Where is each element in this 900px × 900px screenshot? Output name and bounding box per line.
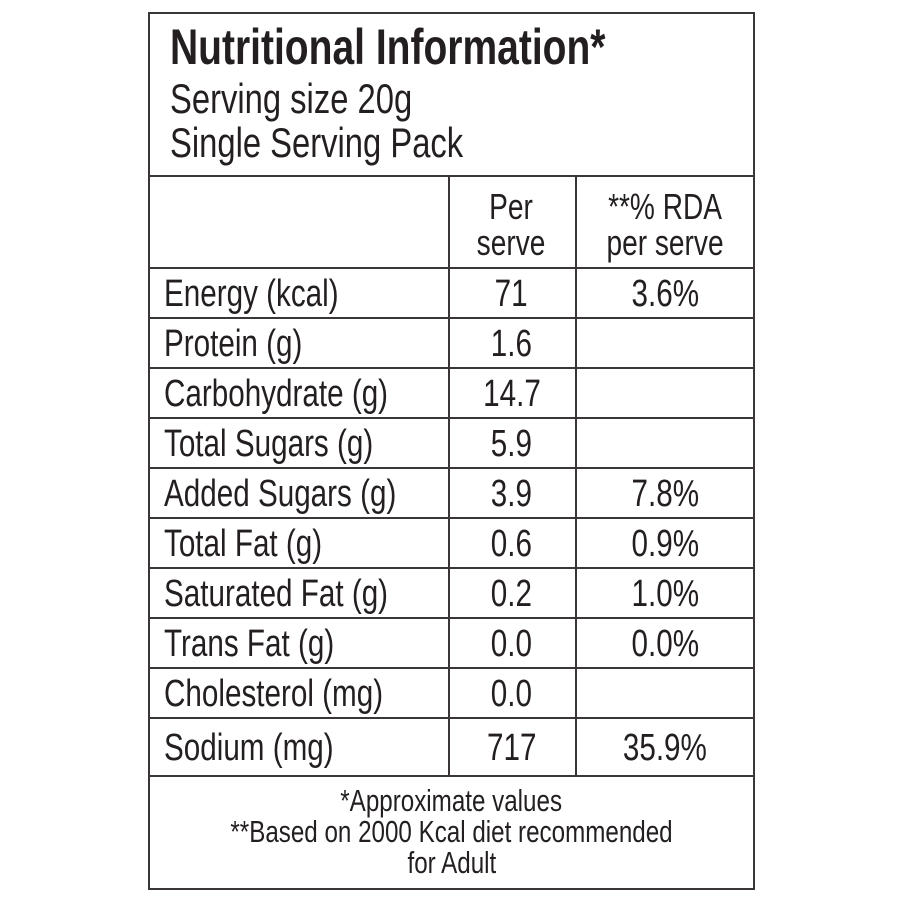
per-serve-value-text: 71: [495, 273, 528, 315]
column-header: **% RDA: [575, 189, 755, 225]
column-header-text: per serve: [606, 222, 724, 263]
per-serve-value: 0.0: [448, 625, 575, 663]
rda-value: 0.9%: [575, 525, 755, 563]
footer-note: for Adult: [148, 847, 755, 878]
column-header-text: **% RDA: [608, 186, 722, 227]
rda-value-text: 1.0%: [631, 573, 699, 615]
footer-note-text: *Approximate values: [340, 783, 563, 818]
nutrient-name-text: Saturated Fat (g): [164, 573, 389, 615]
column-header-text: serve: [477, 222, 546, 263]
rda-value-text: 0.0%: [631, 623, 699, 665]
nutrient-name-text: Sodium (mg): [164, 727, 334, 769]
footer-note: *Approximate values: [148, 785, 755, 816]
outer-border: [148, 12, 755, 890]
rda-value: 7.8%: [575, 475, 755, 513]
column-header: Per: [448, 189, 575, 225]
per-serve-value: 1.6: [448, 325, 575, 363]
row-divider: [148, 717, 755, 719]
per-serve-value-text: 5.9: [490, 423, 533, 465]
per-serve-value-text: 0.0: [490, 673, 533, 715]
per-serve-value-text: 0.2: [490, 573, 533, 615]
rda-value-text: 0.9%: [631, 523, 699, 565]
per-serve-value-text: 0.6: [490, 523, 533, 565]
nutrient-name-text: Added Sugars (g): [164, 473, 397, 515]
nutrient-name-text: Trans Fat (g): [164, 623, 335, 665]
nutrient-name: Energy (kcal): [164, 275, 388, 313]
row-divider: [148, 317, 755, 319]
nutrient-name-text: Total Fat (g): [164, 523, 323, 565]
per-serve-value-text: 3.9: [490, 473, 533, 515]
column-header: per serve: [575, 225, 755, 261]
nutrient-name: Added Sugars (g): [164, 475, 462, 513]
nutrient-name: Saturated Fat (g): [164, 575, 451, 613]
footer-note-text: for Adult: [407, 845, 496, 880]
row-divider: [148, 267, 755, 269]
per-serve-value-text: 14.7: [482, 373, 541, 415]
nutrient-name: Cholesterol (mg): [164, 675, 445, 713]
rda-value: 3.6%: [575, 275, 755, 313]
footer-note-text: **Based on 2000 Kcal diet recommended: [230, 814, 673, 849]
rda-value: 0.0%: [575, 625, 755, 663]
rda-value: 1.0%: [575, 575, 755, 613]
row-divider: [148, 467, 755, 469]
per-serve-value: 14.7: [448, 375, 575, 413]
header-divider: [148, 175, 755, 177]
nutrient-name: Protein (g): [164, 325, 341, 363]
per-serve-value-text: 1.6: [490, 323, 533, 365]
nutrient-name-text: Carbohydrate (g): [164, 373, 389, 415]
column-header-text: Per: [489, 186, 534, 227]
rda-value-text: 35.9%: [622, 727, 708, 769]
rda-value-text: 7.8%: [631, 473, 699, 515]
row-divider: [148, 667, 755, 669]
per-serve-value: 3.9: [448, 475, 575, 513]
rda-value-text: 3.6%: [631, 273, 699, 315]
row-divider: [148, 517, 755, 519]
title: Nutritional Information*: [170, 19, 606, 75]
nutrient-name-text: Total Sugars (g): [164, 423, 374, 465]
per-serve-value: 71: [448, 275, 575, 313]
nutrient-name-text: Energy (kcal): [164, 273, 339, 315]
column-divider: [575, 175, 577, 775]
nutrient-name: Total Fat (g): [164, 525, 367, 563]
nutrient-name: Carbohydrate (g): [164, 375, 451, 413]
nutrient-name: Sodium (mg): [164, 729, 382, 767]
footer-divider: [148, 775, 755, 777]
nutrient-name: Total Sugars (g): [164, 425, 432, 463]
per-serve-value: 0.0: [448, 675, 575, 713]
pack-info: Single Serving Pack: [170, 119, 464, 166]
rda-value: 35.9%: [575, 729, 755, 767]
nutrient-name-text: Cholesterol (mg): [164, 673, 384, 715]
nutrient-name: Trans Fat (g): [164, 625, 382, 663]
per-serve-value-text: 0.0: [490, 623, 533, 665]
footer-note: **Based on 2000 Kcal diet recommended: [148, 816, 755, 847]
column-header: serve: [448, 225, 575, 261]
nutrient-name-text: Protein (g): [164, 323, 303, 365]
column-divider: [448, 175, 450, 775]
row-divider: [148, 567, 755, 569]
per-serve-value: 5.9: [448, 425, 575, 463]
row-divider: [148, 617, 755, 619]
per-serve-value: 0.6: [448, 525, 575, 563]
row-divider: [148, 417, 755, 419]
per-serve-value: 717: [448, 729, 575, 767]
serving-size: Serving size 20g: [170, 75, 413, 122]
row-divider: [148, 367, 755, 369]
per-serve-value-text: 717: [486, 727, 537, 769]
per-serve-value: 0.2: [448, 575, 575, 613]
